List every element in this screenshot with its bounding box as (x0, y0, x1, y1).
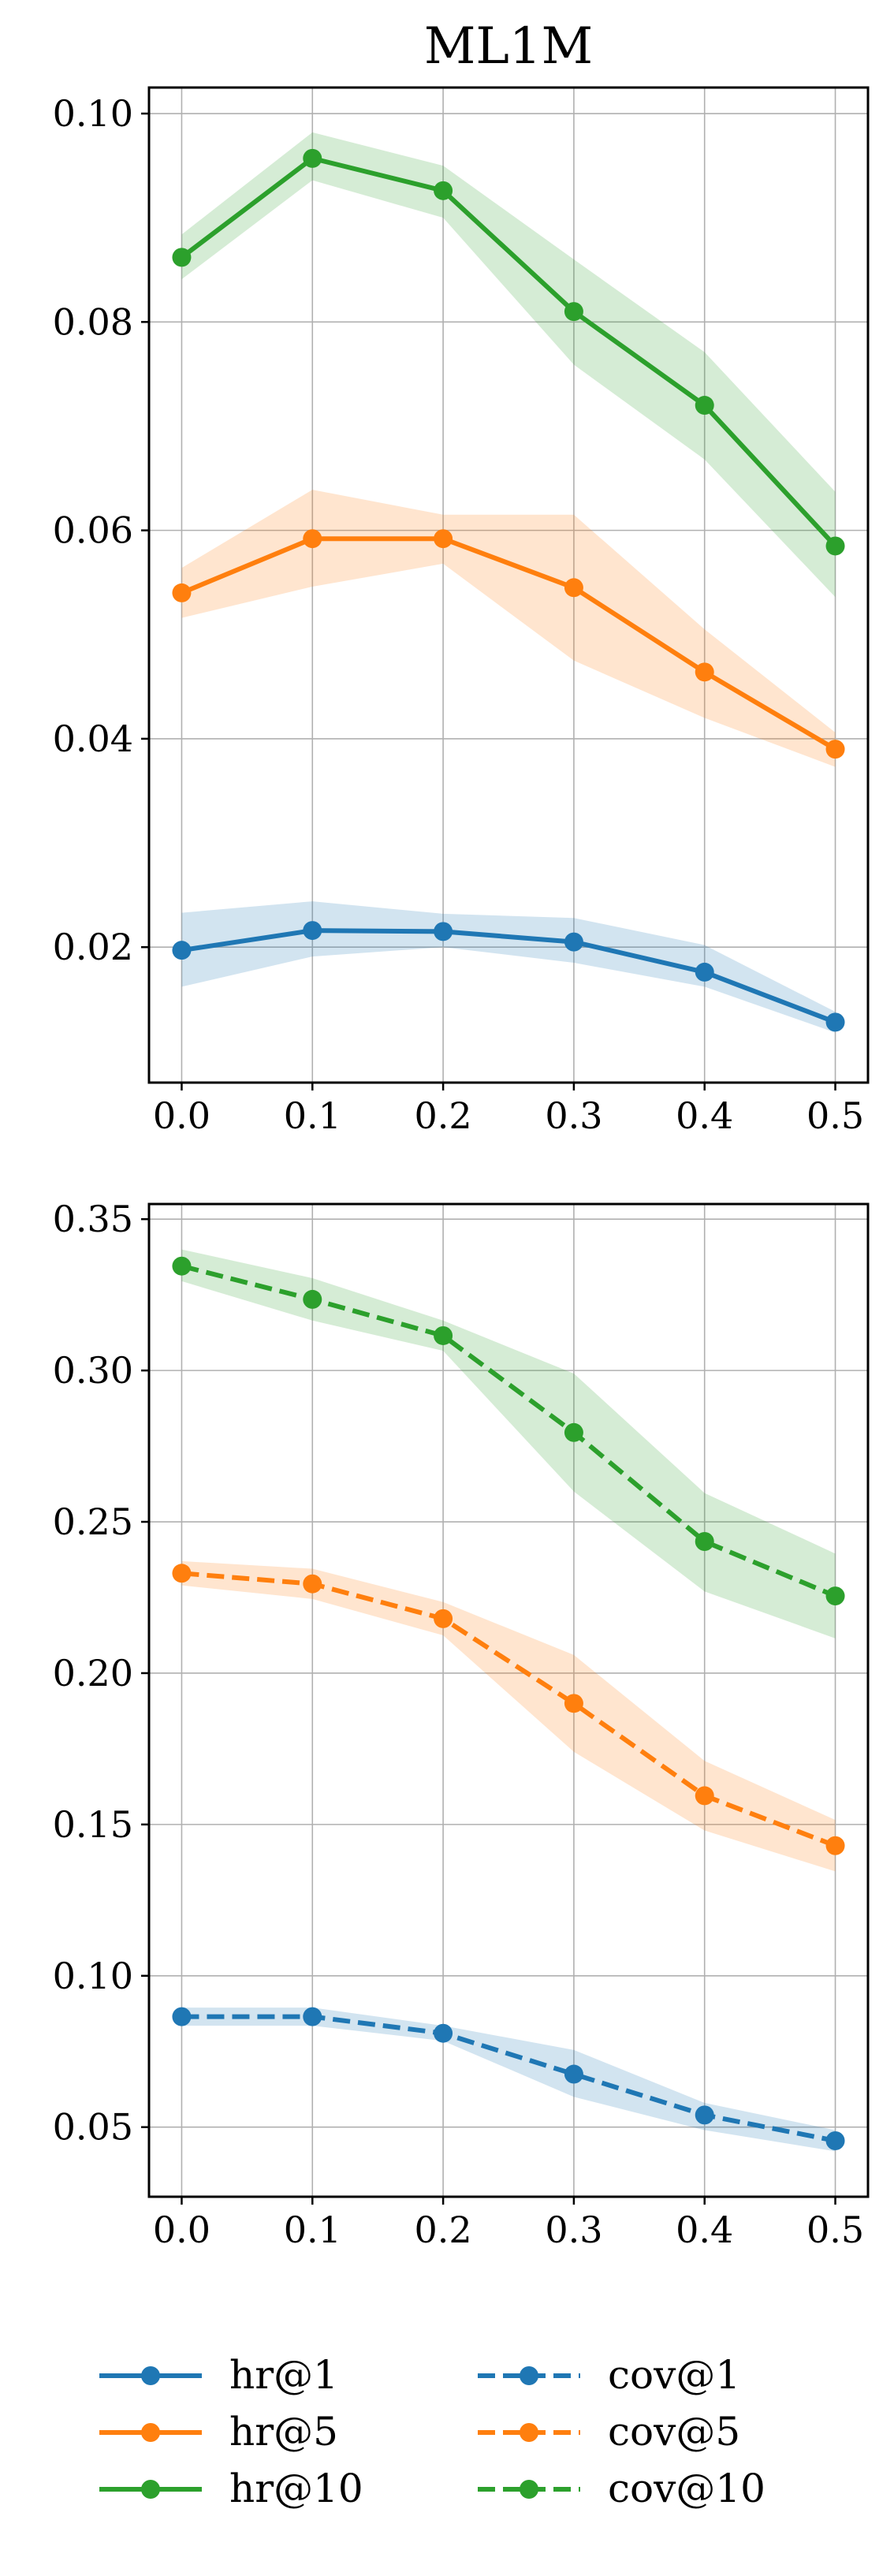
x-tick-label: 0.5 (806, 2209, 864, 2251)
point-cov@1 (434, 2023, 453, 2043)
y-tick-label: 0.20 (53, 1652, 133, 1694)
x-tick-label: 0.4 (676, 1094, 733, 1137)
point-cov@1 (172, 2007, 192, 2026)
line-hr@1 (181, 928, 836, 1025)
legend-label: cov@5 (608, 2409, 740, 2455)
line-hr@5 (181, 536, 837, 751)
y-tick-label: 0.08 (53, 300, 133, 343)
line-cov@10 (181, 1263, 836, 1598)
x-tick-label: 0.2 (415, 1094, 472, 1137)
line-cov@5 (181, 1571, 836, 1848)
point-hr@10 (303, 148, 322, 168)
legend-swatch-marker (141, 2366, 160, 2385)
point-hr@1 (564, 932, 583, 952)
point-hr@10 (564, 302, 583, 322)
chart-title: ML1M (424, 17, 593, 76)
legend-item-hr@1: hr@1 (99, 2352, 338, 2398)
band-cov@10 (181, 1249, 836, 1638)
point-cov@10 (303, 1289, 322, 1309)
point-hr@5 (695, 662, 714, 682)
point-hr@5 (825, 740, 845, 759)
legend-item-cov@10: cov@10 (478, 2466, 765, 2511)
legend-label: cov@10 (608, 2466, 765, 2511)
x-tick-label: 0.5 (806, 1094, 864, 1137)
band-cov@5 (181, 1560, 836, 1872)
legend-item-hr@5: hr@5 (99, 2409, 338, 2455)
point-hr@5 (564, 578, 583, 598)
legend-item-cov@5: cov@5 (478, 2409, 740, 2455)
x-tick-label: 0.1 (284, 2209, 341, 2251)
line-hr@10 (180, 155, 837, 548)
chart-panel-top: 0.0 0.1 0.2 0.3 0.4 0.5 0.02 0.04 0.06 0.08 0.10 ML… (53, 17, 870, 1137)
y-tick-label: 0.05 (53, 2106, 133, 2149)
x-tick-label: 0.1 (284, 1094, 341, 1137)
y-tick-label: 0.30 (53, 1349, 133, 1392)
legend-swatch-marker (520, 2480, 538, 2499)
point-cov@10 (825, 1586, 845, 1606)
y-tick-label: 0.04 (53, 718, 133, 760)
band-cov@1 (181, 2007, 836, 2152)
x-tick-label: 0.2 (415, 2209, 472, 2251)
point-hr@5 (303, 529, 322, 549)
point-cov@5 (434, 1609, 453, 1628)
legend-swatch-marker (141, 2480, 160, 2499)
x-tick-label: 0.3 (545, 1094, 602, 1137)
point-cov@10 (564, 1422, 583, 1442)
point-hr@10 (172, 248, 192, 267)
point-cov@5 (564, 1694, 583, 1713)
legend-label: cov@1 (608, 2352, 740, 2398)
point-hr@1 (172, 941, 192, 960)
legend-item-hr@10: hr@10 (99, 2466, 363, 2511)
point-cov@1 (303, 2007, 322, 2026)
point-cov@1 (564, 2064, 583, 2084)
legend-swatch-marker (141, 2423, 160, 2442)
point-hr@5 (172, 583, 192, 602)
y-tick-label: 0.10 (53, 1955, 133, 1997)
point-hr@10 (695, 396, 714, 416)
axes-frame (147, 1202, 870, 2198)
legend-swatch-marker (520, 2423, 538, 2442)
band-hr@10 (181, 132, 836, 598)
point-cov@1 (695, 2105, 714, 2125)
point-cov@10 (172, 1256, 192, 1276)
axes-frame (147, 86, 870, 1084)
point-hr@1 (303, 921, 322, 941)
point-hr@10 (825, 536, 845, 556)
y-tick-label: 0.25 (53, 1500, 133, 1543)
legend-label: hr@1 (229, 2352, 338, 2398)
point-cov@10 (434, 1325, 453, 1345)
y-tick-label: 0.06 (53, 509, 133, 552)
point-cov@10 (695, 1531, 714, 1551)
point-cov@5 (695, 1786, 714, 1806)
point-cov@5 (303, 1574, 322, 1594)
legend-swatch-marker (520, 2366, 538, 2385)
point-cov@1 (825, 2131, 845, 2150)
band-hr@5 (181, 490, 836, 767)
point-hr@1 (434, 922, 453, 941)
y-tick-label: 0.10 (53, 92, 133, 135)
point-hr@5 (434, 529, 453, 549)
point-cov@5 (825, 1836, 845, 1855)
y-tick-label: 0.02 (53, 926, 133, 968)
legend-label: hr@10 (229, 2466, 363, 2511)
x-tick-label: 0.4 (676, 2209, 733, 2251)
point-hr@10 (434, 181, 453, 200)
y-tick-label: 0.15 (53, 1803, 133, 1846)
point-hr@1 (695, 962, 714, 982)
band-hr@1 (181, 901, 836, 1033)
x-tick-label: 0.3 (545, 2209, 602, 2251)
legend-label: hr@5 (229, 2409, 338, 2455)
legend: hr@1 hr@5 hr@10 cov@1 cov@5 cov@10 (99, 2352, 765, 2511)
x-tick-label: 0.0 (153, 2209, 210, 2251)
point-cov@5 (172, 1564, 192, 1583)
y-tick-label: 0.35 (53, 1198, 133, 1240)
line-cov@1 (181, 2014, 836, 2143)
x-tick-label: 0.0 (153, 1094, 210, 1137)
point-hr@1 (825, 1012, 845, 1032)
chart-panel-bottom: 0.0 0.1 0.2 0.3 0.4 0.5 0.05 0.10 0.15 0.20 0.25 0.… (53, 1198, 870, 2251)
legend-item-cov@1: cov@1 (478, 2352, 740, 2398)
